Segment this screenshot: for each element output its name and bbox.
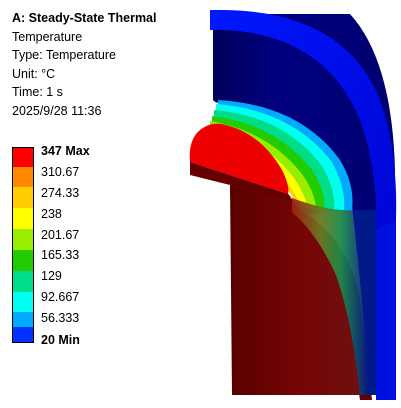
result-timestamp: 2025/9/28 11:36 [12,103,102,118]
inner-core-front [230,185,362,395]
legend-label-max: 347 Max [41,144,90,158]
legend-swatch [13,250,33,271]
transition-layer-edge [352,210,376,395]
legend-label: 274.33 [41,186,80,200]
result-info-panel: A: Steady-State Thermal Temperature Type… [12,9,156,120]
legend-swatch [13,148,33,167]
legend-label: 201.67 [41,228,80,242]
result-type: Type: Temperature [12,48,116,62]
legend-label: 56.333 [41,311,80,325]
legend-swatch [13,167,33,187]
legend-swatch [13,292,33,312]
transition-layer [292,198,374,395]
result-name: Temperature [12,29,83,44]
temperature-contour-model[interactable] [180,0,401,408]
legend-label: 92.667 [41,290,80,304]
legend-label: 165.33 [41,248,80,262]
legend-label: 238 [41,207,62,221]
legend-swatch [13,208,33,229]
legend-label: 310.67 [41,165,80,179]
legend-swatch [13,327,33,342]
legend-label: 129 [41,269,62,283]
hot-core-top [189,123,289,194]
result-time: Time: 1 s [12,85,63,99]
legend-color-bar [12,147,34,343]
legend-swatch [13,271,33,292]
outer-shell-right [376,220,396,400]
legend-swatch [13,187,33,208]
legend-label-min: 20 Min [41,333,80,347]
analysis-title: A: Steady-State Thermal [12,11,157,25]
legend-swatch [13,312,33,327]
result-unit: Unit: °C [12,66,56,81]
legend-swatch [13,229,33,250]
